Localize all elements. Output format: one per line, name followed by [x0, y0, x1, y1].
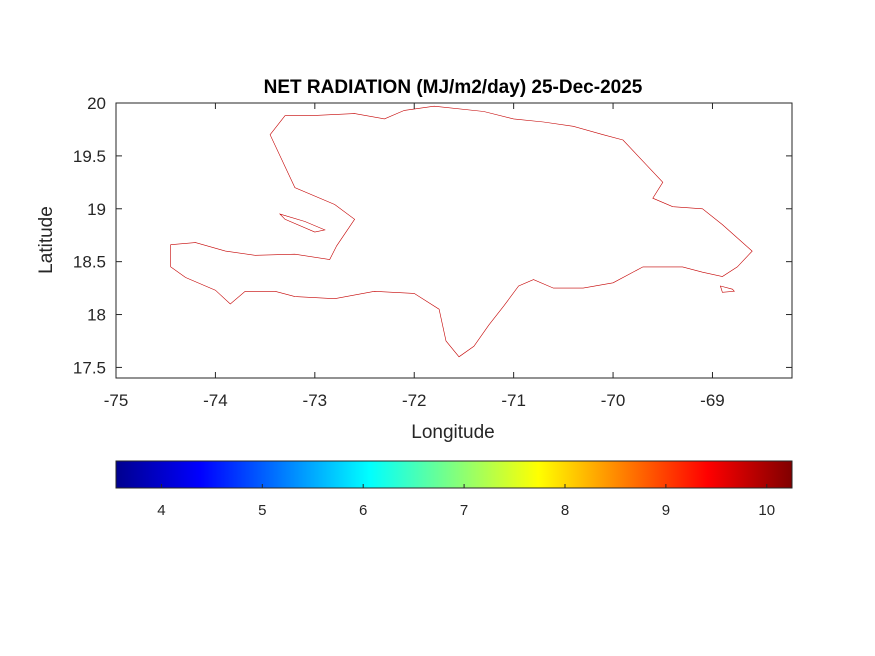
colorbar-tick-label: 5	[258, 502, 266, 519]
colorbar-tick-label: 4	[157, 502, 165, 519]
central-range-band	[433, 130, 594, 245]
land-layer	[116, 67, 792, 378]
central-range-band	[489, 170, 538, 205]
colorbar: 4 5 6 7 8 9 10	[115, 460, 793, 519]
y-tick-label: 18.5	[73, 253, 106, 272]
colorbar-tick-label: 8	[561, 502, 569, 519]
enriquillo-low	[430, 292, 479, 327]
x-tick-label: -75	[104, 391, 129, 410]
colorbar-tick-label: 10	[758, 502, 775, 519]
y-tick-label: 20	[87, 94, 106, 113]
y-axis-label: Latitude	[36, 206, 57, 274]
x-tick-label: -69	[700, 391, 725, 410]
y-tick-label: 19.5	[73, 147, 106, 166]
northwest-peninsula	[271, 107, 320, 142]
x-axis: -75 -74 -73 -72 -71 -70 -69	[104, 103, 725, 410]
x-tick-label: -70	[601, 391, 626, 410]
enriquillo-low	[374, 252, 535, 367]
plot-frame	[115, 102, 793, 379]
y-tick-label: 18	[87, 306, 106, 325]
radiation-field	[116, 67, 792, 378]
colorbar-gradient	[115, 460, 793, 489]
tiburon-low	[163, 229, 268, 304]
central-range-band	[461, 150, 566, 225]
chart-title: NET RADIATION (MJ/m2/day) 25-Dec-2025	[264, 77, 643, 98]
gonave-island	[278, 213, 326, 233]
tiburon-low	[191, 249, 240, 284]
saona-island	[719, 285, 735, 293]
cibao-low-band	[384, 109, 545, 224]
radiation-texture	[116, 103, 792, 378]
y-axis: 20 19.5 19 18.5 18 17.5	[73, 94, 792, 377]
colorbar-tick-label: 9	[662, 502, 670, 519]
colorbar-tick-label: 6	[359, 502, 367, 519]
cibao-low-band	[412, 129, 517, 204]
radiation-base	[116, 103, 792, 378]
x-tick-label: -74	[203, 391, 228, 410]
colorbar-ticks: 4 5 6 7 8 9 10	[157, 484, 775, 519]
tiburon-low	[135, 210, 296, 325]
map-plot-area: -75 -74 -73 -72 -71 -70 -69 20 19.5 19 18.5 18 17.5	[73, 67, 793, 410]
x-tick-label: -71	[501, 391, 526, 410]
x-axis-label: Longitude	[411, 422, 494, 443]
x-tick-label: -72	[402, 391, 427, 410]
enriquillo-low	[402, 272, 507, 347]
x-tick-label: -73	[303, 391, 328, 410]
y-tick-label: 19	[87, 200, 106, 219]
colorbar-tick-label: 7	[460, 502, 468, 519]
cibao-low-band	[440, 149, 489, 184]
y-tick-label: 17.5	[73, 358, 106, 377]
hispaniola	[170, 105, 753, 358]
